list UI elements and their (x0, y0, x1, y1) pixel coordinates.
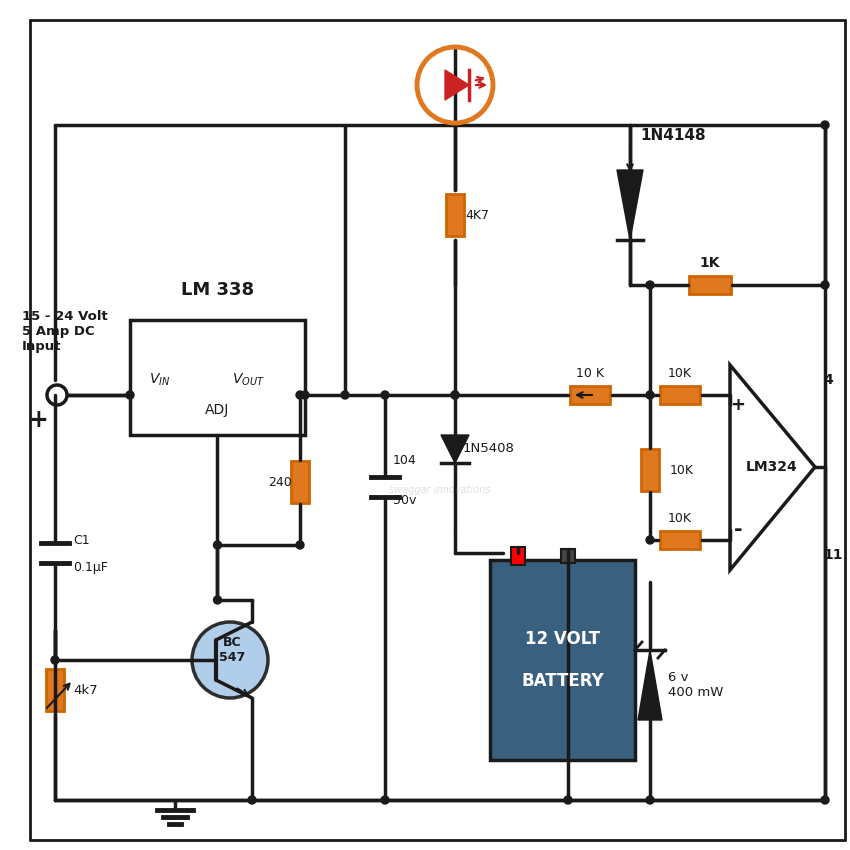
Circle shape (381, 391, 389, 399)
Circle shape (51, 656, 59, 664)
FancyBboxPatch shape (641, 449, 659, 491)
Text: BC
547: BC 547 (218, 636, 245, 664)
Text: +: + (730, 396, 745, 414)
Text: 1N4148: 1N4148 (640, 128, 705, 143)
Circle shape (296, 541, 304, 549)
Circle shape (646, 281, 654, 289)
Text: $V_{IN}$: $V_{IN}$ (150, 371, 171, 388)
Text: 10 K: 10 K (576, 366, 604, 379)
Text: C1: C1 (73, 534, 89, 547)
Circle shape (451, 391, 459, 399)
FancyBboxPatch shape (446, 194, 464, 236)
Text: $V_{OUT}$: $V_{OUT}$ (231, 371, 264, 388)
Text: 11: 11 (823, 548, 842, 562)
FancyBboxPatch shape (689, 276, 731, 294)
Text: 240: 240 (269, 475, 292, 489)
Text: +: + (28, 408, 48, 432)
Text: 4k7: 4k7 (73, 683, 98, 696)
Circle shape (646, 391, 654, 399)
Text: 104: 104 (393, 454, 416, 467)
FancyBboxPatch shape (570, 386, 610, 404)
Text: 12 VOLT

BATTERY: 12 VOLT BATTERY (521, 630, 603, 690)
Circle shape (296, 391, 304, 399)
Polygon shape (730, 365, 815, 570)
Text: 10K: 10K (668, 512, 692, 524)
Circle shape (381, 796, 389, 804)
Text: ADJ: ADJ (206, 403, 230, 417)
Text: 10K: 10K (670, 463, 694, 477)
FancyBboxPatch shape (511, 547, 525, 565)
Circle shape (821, 121, 829, 129)
Circle shape (192, 622, 268, 698)
Circle shape (126, 391, 134, 399)
FancyBboxPatch shape (490, 560, 635, 760)
Text: 6 v
400 mW: 6 v 400 mW (668, 671, 723, 699)
Circle shape (451, 391, 459, 399)
Text: 15 - 24 Volt
5 Amp DC
Input: 15 - 24 Volt 5 Amp DC Input (22, 310, 108, 353)
Text: LM 338: LM 338 (181, 281, 254, 299)
Circle shape (47, 385, 67, 405)
Circle shape (821, 796, 829, 804)
FancyBboxPatch shape (46, 669, 64, 711)
Polygon shape (617, 170, 643, 240)
Polygon shape (638, 650, 662, 720)
Circle shape (564, 796, 572, 804)
Circle shape (646, 796, 654, 804)
Text: 4K7: 4K7 (465, 208, 489, 222)
Polygon shape (441, 435, 469, 463)
Circle shape (213, 596, 222, 604)
FancyBboxPatch shape (291, 461, 309, 503)
Circle shape (341, 391, 349, 399)
Circle shape (248, 796, 256, 804)
Text: -: - (734, 520, 742, 540)
Text: 4: 4 (823, 373, 833, 387)
Circle shape (821, 281, 829, 289)
Text: 1K: 1K (700, 256, 720, 270)
Circle shape (213, 541, 222, 549)
Text: LM324: LM324 (746, 460, 798, 474)
Text: 10K: 10K (668, 366, 692, 379)
Text: 50v: 50v (393, 494, 416, 507)
Text: swaggar innovations: swaggar innovations (389, 485, 490, 495)
Text: 0.1μF: 0.1μF (73, 560, 108, 574)
Circle shape (301, 391, 309, 399)
FancyBboxPatch shape (660, 531, 700, 549)
Polygon shape (445, 70, 469, 100)
FancyBboxPatch shape (660, 386, 700, 404)
Text: 1N5408: 1N5408 (463, 441, 515, 455)
FancyBboxPatch shape (561, 549, 575, 563)
FancyBboxPatch shape (130, 320, 305, 435)
Circle shape (646, 536, 654, 544)
